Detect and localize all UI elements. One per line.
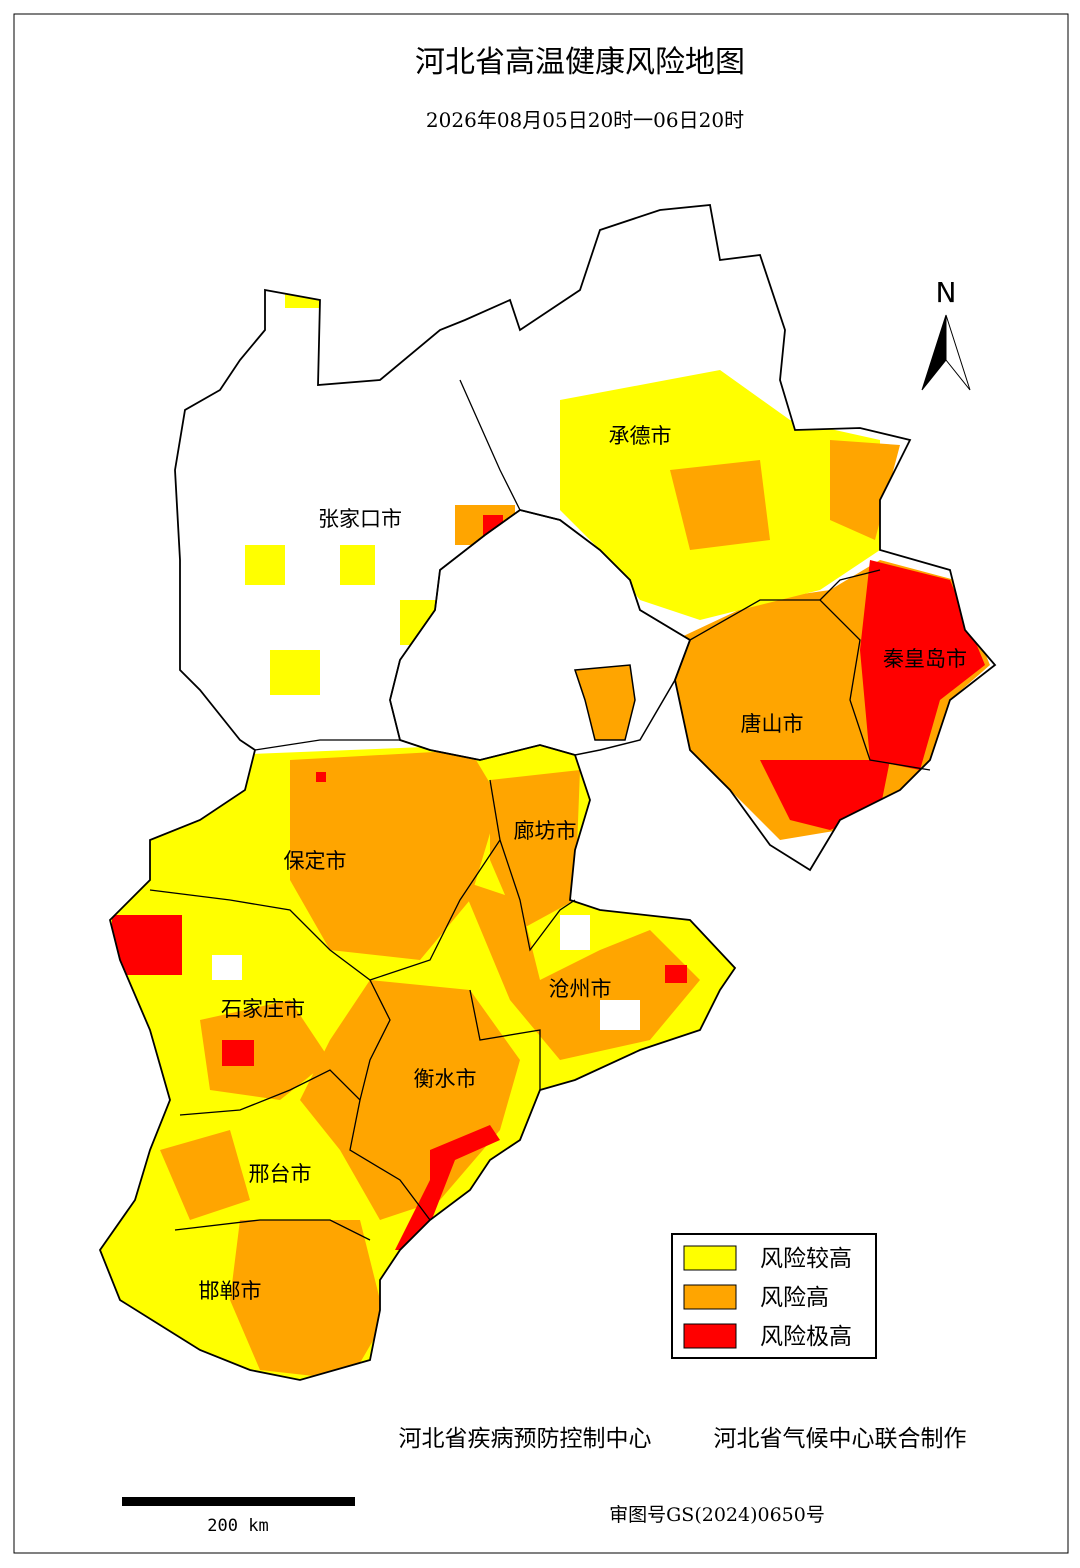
review-number: 审图号GS(2024)0650号 (609, 1504, 825, 1526)
city-label: 唐山市 (741, 712, 804, 736)
north-label: N (936, 276, 957, 309)
city-label: 承德市 (609, 424, 672, 448)
city-label: 秦皇岛市 (883, 647, 967, 671)
city-label: 衡水市 (414, 1067, 477, 1091)
north-arrow: N (921, 276, 971, 391)
city-label: 沧州市 (549, 977, 612, 1001)
subtitle: 2026年08月05日20时一06日20时 (426, 108, 744, 132)
city-label: 石家庄市 (221, 997, 305, 1021)
legend-label: 风险极高 (760, 1324, 852, 1350)
city-label: 张家口市 (318, 507, 402, 531)
credit-climate: 河北省气候中心联合制作 (714, 1426, 967, 1452)
legend-swatch (683, 1284, 737, 1310)
title: 河北省高温健康风险地图 (415, 45, 745, 80)
legend-label: 风险高 (760, 1285, 829, 1311)
city-boundaries (149, 379, 931, 1241)
legend-swatch (683, 1245, 737, 1271)
city-label: 廊坊市 (514, 819, 577, 843)
city-label: 邢台市 (249, 1162, 312, 1186)
scale-bar (122, 1497, 355, 1506)
city-label: 保定市 (284, 849, 347, 873)
city-label: 邯郸市 (199, 1279, 262, 1303)
legend-swatch (683, 1323, 737, 1349)
credit-cdc: 河北省疾病预防控制中心 (399, 1426, 652, 1452)
legend-label: 风险较高 (760, 1246, 852, 1272)
langfang-enclave (573, 664, 636, 741)
scale-label: 200 km (207, 1516, 268, 1536)
